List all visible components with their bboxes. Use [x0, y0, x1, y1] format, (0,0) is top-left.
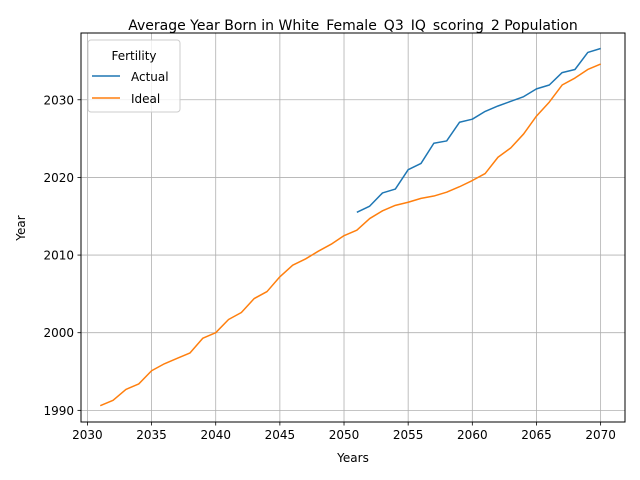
legend-box: [87, 39, 181, 113]
x-axis: 2030 2035 2040 2045 2050 2055 2060 2065 2070: [72, 422, 616, 442]
x-axis-label: Years: [336, 451, 369, 465]
chart-title: Average Year Born in White_Female_Q3_IQ_…: [128, 18, 578, 34]
series-lines: [99, 47, 601, 407]
legend-label-ideal: Ideal: [131, 92, 160, 106]
x-tick-label: 2030: [72, 428, 103, 442]
series-line-actual: [356, 47, 601, 214]
y-tick-label: 2000: [43, 326, 74, 340]
x-tick-label: 2055: [393, 428, 424, 442]
x-tick-label: 2050: [329, 428, 360, 442]
y-tick-label: 2020: [43, 171, 74, 185]
x-tick-label: 2040: [200, 428, 231, 442]
series-line-ideal: [99, 63, 601, 407]
x-tick-label: 2045: [265, 428, 296, 442]
legend-label-actual: Actual: [131, 70, 169, 84]
x-tick-label: 2060: [457, 428, 488, 442]
y-tick-label: 2030: [43, 93, 74, 107]
plot-frame: [80, 32, 626, 423]
x-tick-label: 2070: [585, 428, 616, 442]
x-tick-label: 2065: [521, 428, 552, 442]
legend-title: Fertility: [111, 49, 156, 63]
legend: Fertility Actual Ideal: [87, 39, 181, 113]
y-axis-label: Year: [14, 215, 28, 241]
y-tick-label: 2010: [43, 249, 74, 263]
grid-lines: [81, 33, 625, 422]
x-tick-label: 2035: [136, 428, 167, 442]
y-axis: 1990 2000 2010 2020 2030: [43, 93, 81, 418]
y-tick-label: 1990: [43, 404, 74, 418]
